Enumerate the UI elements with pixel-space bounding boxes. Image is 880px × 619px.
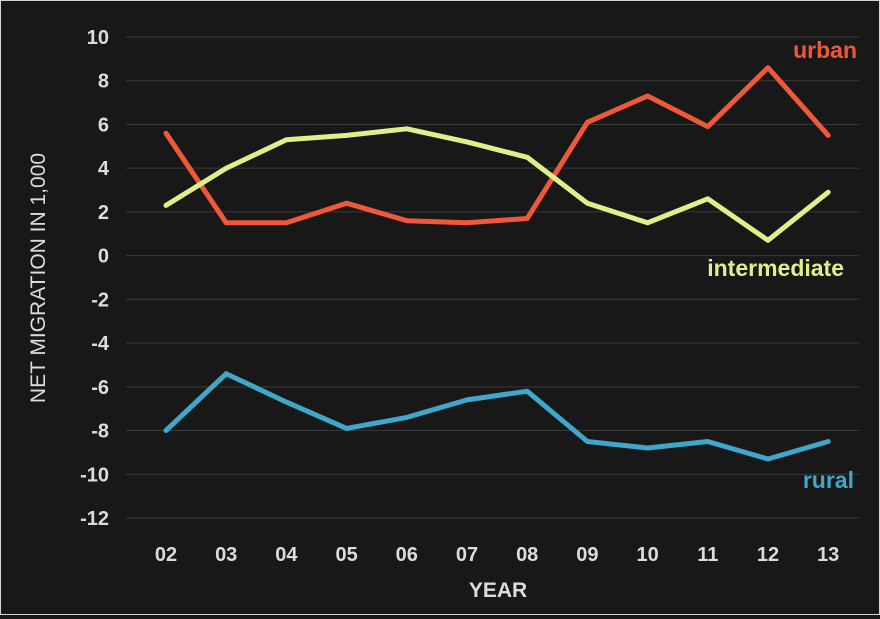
x-axis-ticks: 02 03 04 05 06 07 08 09 10 11 12 13 [155,544,839,566]
x-tick-label: 08 [516,544,538,566]
y-tick-label: -10 [80,464,109,486]
y-tick-label: 0 [98,246,109,268]
x-tick-label: 11 [697,544,718,566]
grid-lines [126,36,859,519]
series-line-urban [163,65,831,226]
y-axis-ticks: 10 8 6 4 2 0 -2 -4 -6 -8 -10 -12 [80,27,110,530]
x-tick-label: 07 [456,544,478,566]
series-line-intermediate [163,126,831,243]
series-label-rural: rural [803,467,854,493]
x-tick-label: 05 [335,544,357,566]
x-tick-label: 12 [757,544,779,566]
y-tick-label: -2 [91,289,109,311]
y-tick-label: -12 [80,508,109,530]
series-labels: urban intermediate rural [707,37,857,493]
y-tick-label: -8 [91,421,109,443]
x-axis-label: YEAR [469,579,527,602]
x-tick-label: 13 [817,544,839,566]
series-lines [163,65,831,462]
y-tick-label: 8 [98,71,109,93]
y-tick-label: 4 [98,158,110,180]
x-tick-label: 03 [215,544,237,566]
y-tick-label: 6 [98,114,109,136]
y-tick-label: 10 [87,27,109,49]
series-label-intermediate: intermediate [707,255,844,281]
x-tick-label: 04 [275,544,298,566]
x-tick-label: 02 [155,544,177,566]
series-line-rural [163,371,831,462]
x-tick-label: 06 [396,544,418,566]
x-tick-label: 09 [576,544,598,566]
x-tick-label: 10 [636,544,658,566]
y-tick-label: 2 [98,202,109,224]
y-tick-label: -4 [91,333,110,355]
series-label-urban: urban [793,37,857,63]
y-axis-label: NET MIGRATION IN 1,000 [27,153,50,403]
y-tick-label: -6 [91,377,109,399]
